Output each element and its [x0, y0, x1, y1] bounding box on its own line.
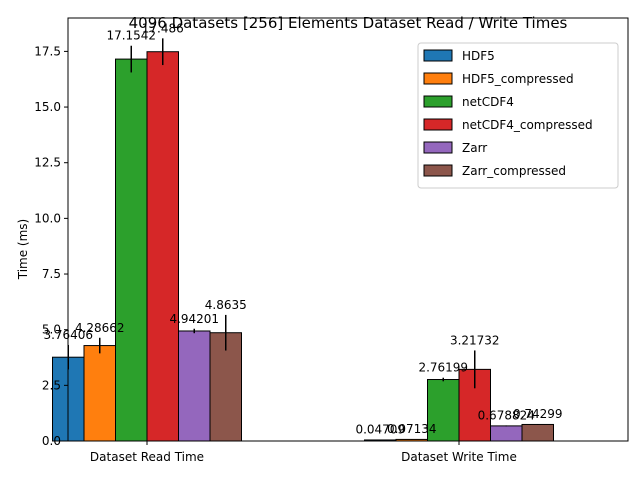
legend-label: HDF5_compressed — [462, 72, 574, 86]
y-axis-label: Time (ms) — [16, 219, 30, 281]
bar — [115, 58, 148, 442]
data-label: 17.1542 — [106, 29, 156, 43]
legend-label: Zarr_compressed — [462, 164, 566, 178]
legend-swatch — [423, 95, 453, 108]
bar — [178, 330, 211, 442]
data-label: 4.28662 — [75, 321, 125, 335]
bars-layer — [52, 51, 554, 442]
legend: HDF5 HDF5_compressed netCDF4 netCDF4_compre… — [417, 42, 619, 189]
legend-swatch — [423, 72, 453, 85]
y-tick-label: 17.5 — [34, 44, 61, 58]
data-label: 2.76199 — [418, 361, 468, 375]
legend-label: netCDF4_compressed — [462, 118, 593, 132]
bar — [146, 51, 179, 442]
legend-box — [417, 42, 619, 189]
data-label: 3.21732 — [450, 333, 500, 347]
y-tick-label: 12.5 — [34, 156, 61, 170]
legend-label: Zarr — [462, 141, 487, 155]
bar — [83, 345, 116, 442]
x-axis: Dataset Read Time Dataset Write Time — [90, 441, 517, 464]
data-label: 17.486 — [142, 21, 184, 35]
data-label: 4.8635 — [205, 298, 247, 312]
legend-swatch — [423, 141, 453, 154]
x-tick-label: Dataset Read Time — [90, 450, 204, 464]
x-tick-label: Dataset Write Time — [401, 450, 517, 464]
legend-label: netCDF4 — [462, 95, 514, 109]
plot-frame — [67, 17, 629, 442]
data-label: 4.94201 — [169, 312, 219, 326]
y-tick-label: 5.0 — [42, 323, 61, 337]
data-label: 0.07134 — [387, 422, 437, 436]
legend-swatch — [423, 49, 453, 62]
chart-title: 4096 Datasets [256] Elements Dataset Rea… — [129, 14, 568, 32]
y-tick-label: 10.0 — [34, 211, 61, 225]
legend-label: HDF5 — [462, 49, 495, 63]
y-axis: 0.0 2.5 5.0 7.5 10.0 12.5 15.0 17.5 — [34, 44, 68, 448]
data-label: 0.678824 — [478, 408, 535, 422]
bar — [209, 332, 242, 442]
data-label: 0.04709 — [355, 423, 405, 437]
y-tick-label: 7.5 — [42, 267, 61, 281]
y-tick-label: 2.5 — [42, 378, 61, 392]
data-labels-layer: 3.764060.047094.286620.0713417.15422.761… — [43, 21, 562, 436]
legend-swatch — [423, 164, 453, 177]
bar — [521, 423, 554, 442]
bar — [490, 425, 523, 442]
data-label: 0.74299 — [513, 407, 563, 421]
y-tick-label: 0.0 — [42, 434, 61, 448]
legend-swatch — [423, 118, 453, 131]
y-tick-label: 15.0 — [34, 100, 61, 114]
